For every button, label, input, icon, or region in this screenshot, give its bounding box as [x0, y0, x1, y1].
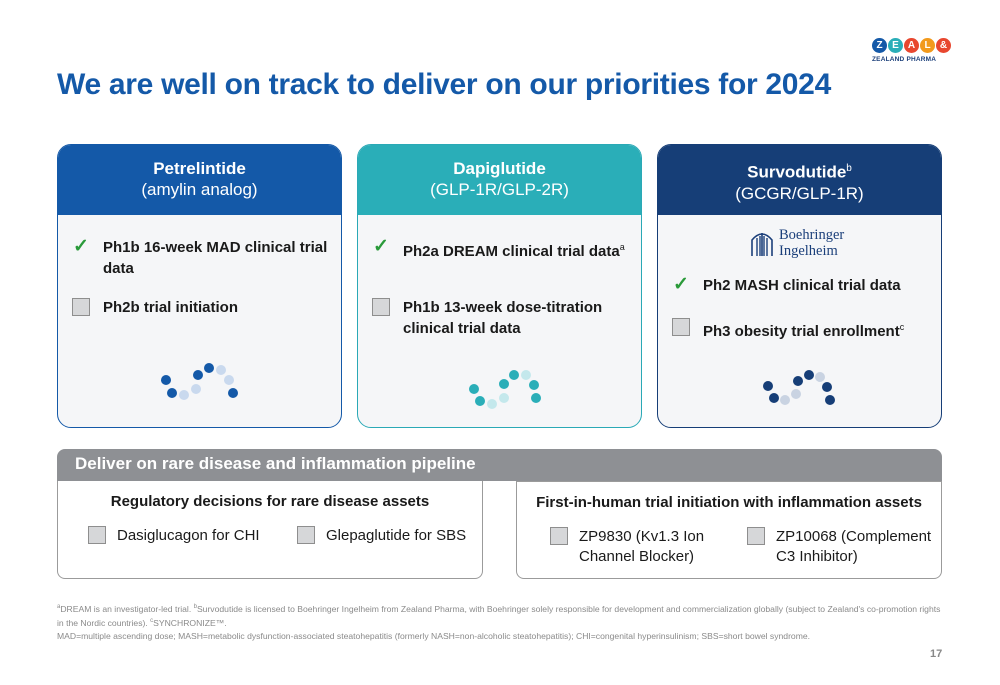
checkbox-icon: [672, 318, 690, 336]
card-petrelintide: Petrelintide (amylin analog) ✓ Ph1b 16-w…: [57, 144, 342, 428]
logo-subtitle: ZEALAND PHARMA: [872, 56, 937, 63]
checkbox-icon: [747, 527, 765, 545]
logo-letter: A: [904, 38, 919, 53]
milestone-text: Ph2 MASH clinical trial data: [703, 277, 901, 294]
asset-text: ZP10068 (Complement C3 Inhibitor): [776, 528, 932, 565]
footnote-marker: c: [899, 322, 905, 332]
asset-text: Dasiglucagon for CHI: [117, 527, 260, 544]
milestone-item: Ph1b 13-week dose-titration clinical tri…: [372, 297, 632, 339]
card-name: Dapiglutide: [453, 159, 546, 178]
card-body: ✓ Ph2a DREAM clinical trial dataa Ph1b 1…: [358, 215, 641, 427]
page-number: 17: [930, 648, 943, 660]
banner-label: Deliver on rare disease and inflammation…: [75, 454, 476, 473]
card-body: Boehringer Ingelheim ✓ Ph2 MASH clinical…: [658, 215, 941, 427]
card-class: (GCGR/GLP-1R): [735, 183, 864, 203]
card-class: (GLP-1R/GLP-2R): [430, 180, 569, 199]
asset-item: Glepaglutide for SBS: [297, 526, 466, 546]
card-name: Survodutideb: [747, 162, 852, 182]
asset-item: ZP9830 (Kv1.3 Ion Channel Blocker): [550, 527, 730, 567]
bi-emblem-icon: [751, 233, 773, 256]
footnotes: aDREAM is an investigator-led trial. bSu…: [57, 601, 947, 642]
molecule-icon: [469, 370, 541, 409]
bi-logo-line2: Ingelheim: [779, 243, 838, 259]
footnote-line: aDREAM is an investigator-led trial. bSu…: [57, 603, 941, 629]
rare-disease-panel: Regulatory decisions for rare disease as…: [57, 481, 483, 579]
check-icon: ✓: [73, 236, 89, 257]
card-header: Petrelintide (amylin analog): [58, 145, 341, 215]
checkbox-icon: [72, 298, 90, 316]
rare-disease-banner: Deliver on rare disease and inflammation…: [57, 449, 942, 481]
card-dapiglutide: Dapiglutide (GLP-1R/GLP-2R) ✓ Ph2a DREAM…: [357, 144, 642, 428]
milestone-text: Ph1b 13-week dose-titration clinical tri…: [403, 299, 603, 337]
card-body: ✓ Ph1b 16-week MAD clinical trial data P…: [58, 215, 341, 427]
checkbox-icon: [88, 526, 106, 544]
footnote-abbreviations: MAD=multiple ascending dose; MASH=metabo…: [57, 630, 811, 641]
card-header: Dapiglutide (GLP-1R/GLP-2R): [358, 145, 641, 215]
card-name: Petrelintide: [153, 159, 246, 178]
asset-text: ZP9830 (Kv1.3 Ion Channel Blocker): [579, 528, 705, 565]
panel-title: Regulatory decisions for rare disease as…: [110, 493, 430, 510]
page-title: We are well on track to deliver on our p…: [57, 68, 831, 101]
asset-item: ZP10068 (Complement C3 Inhibitor): [747, 527, 937, 567]
inflammation-panel: First-in-human trial initiation with inf…: [516, 481, 942, 579]
footnote-marker: b: [846, 163, 852, 174]
checkbox-icon: [297, 526, 315, 544]
milestone-text: Ph1b 16-week MAD clinical trial data: [103, 239, 328, 277]
molecule-icon: [161, 363, 238, 400]
logo-letter: L: [920, 38, 935, 53]
asset-text: Glepaglutide for SBS: [326, 527, 467, 544]
logo-letter: &: [936, 38, 951, 53]
asset-item: Dasiglucagon for CHI: [88, 526, 260, 546]
molecule-icon: [763, 370, 835, 405]
logo-letter: Z: [872, 38, 887, 53]
panel-title: First-in-human trial initiation with inf…: [536, 494, 922, 511]
checkbox-icon: [550, 527, 568, 545]
milestone-text: Ph2a DREAM clinical trial dataa: [403, 242, 625, 260]
logo-letter: E: [888, 38, 903, 53]
milestone-text: Ph3 obesity trial enrollmentc: [703, 322, 905, 340]
zealand-pharma-logo: Z E A L & ZEALAND PHARMA: [872, 38, 952, 78]
check-icon: ✓: [373, 236, 389, 257]
check-icon: ✓: [673, 274, 689, 295]
boehringer-ingelheim-logo: Boehringer Ingelheim: [750, 227, 844, 259]
milestone-item: ✓ Ph1b 16-week MAD clinical trial data: [72, 237, 332, 279]
card-class: (amylin analog): [141, 180, 258, 199]
footnote-marker: a: [619, 242, 625, 252]
card-header: Survodutideb (GCGR/GLP-1R): [658, 145, 941, 215]
milestone-item: Ph3 obesity trial enrollmentc: [672, 317, 932, 342]
card-survodutide: Survodutideb (GCGR/GLP-1R) Boehringer In…: [657, 144, 942, 428]
checkbox-icon: [372, 298, 390, 316]
milestone-item: ✓ Ph2a DREAM clinical trial dataa: [372, 237, 632, 262]
milestone-text: Ph2b trial initiation: [103, 299, 239, 316]
bi-logo-line1: Boehringer: [779, 227, 845, 243]
milestone-item: ✓ Ph2 MASH clinical trial data: [672, 275, 932, 296]
milestone-item: Ph2b trial initiation: [72, 297, 332, 318]
